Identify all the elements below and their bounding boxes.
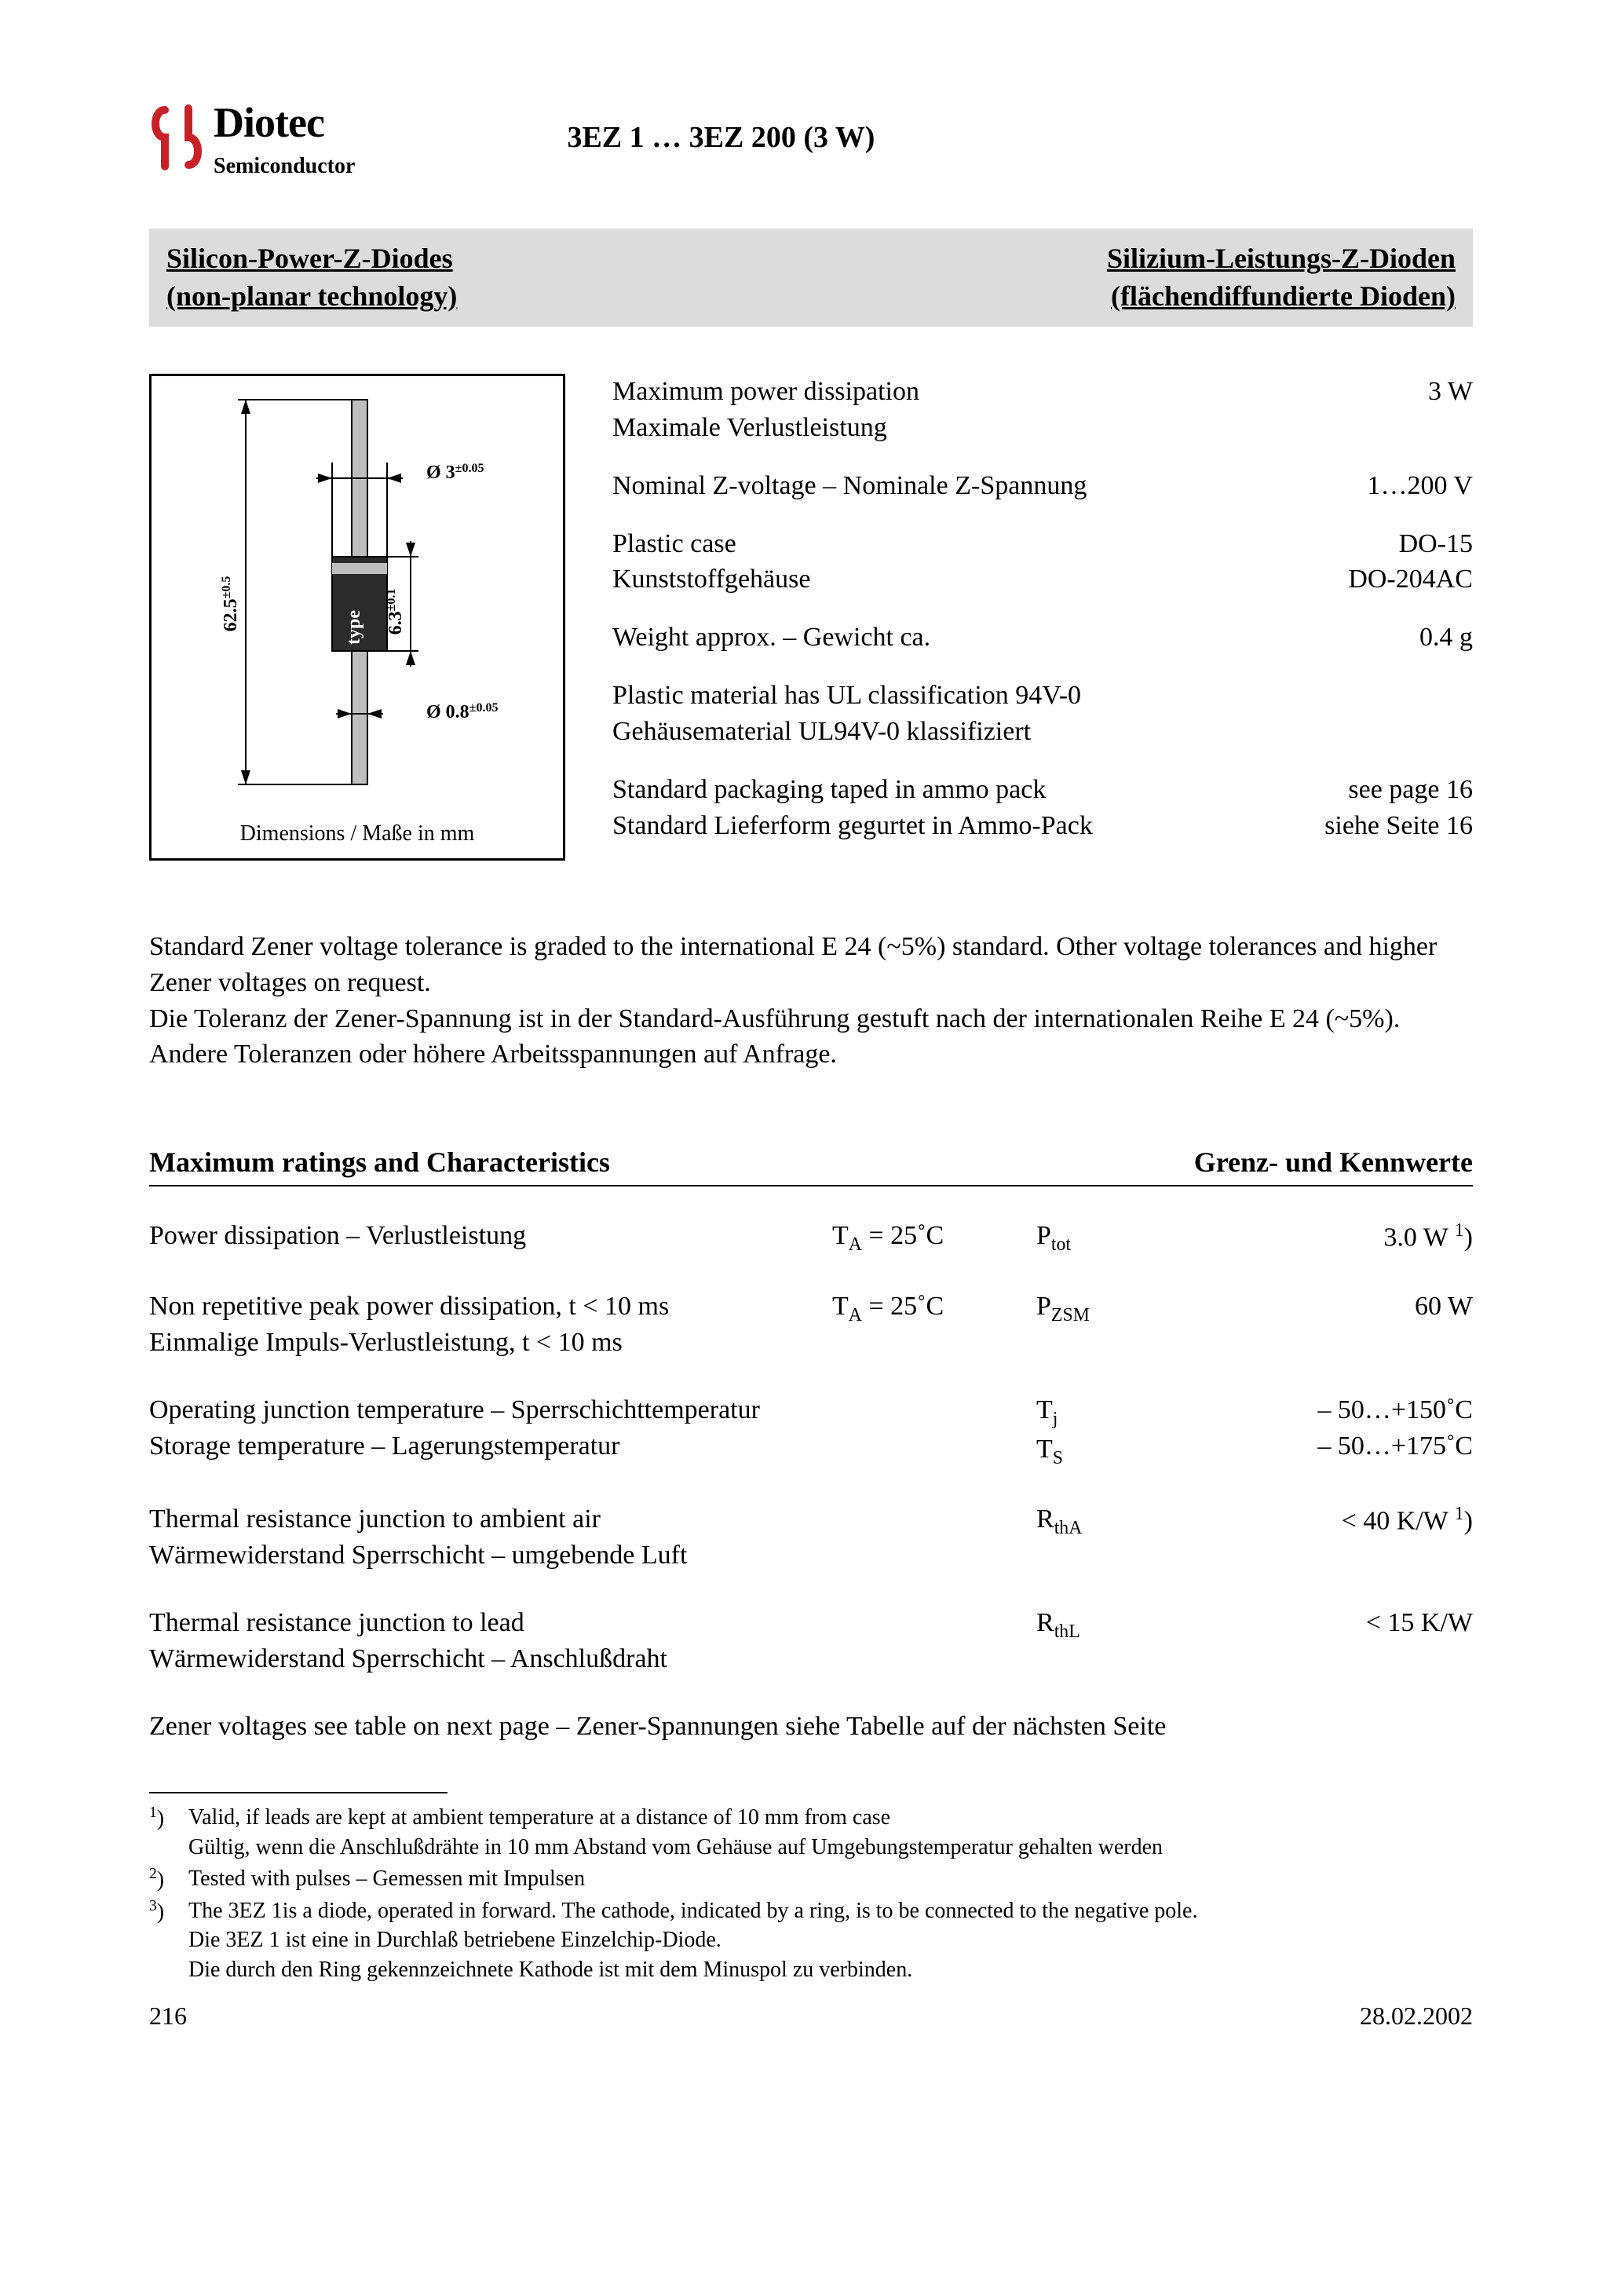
document-title: 3EZ 1 … 3EZ 200 (3 W) <box>567 118 875 158</box>
page-date: 28.02.2002 <box>1360 1999 1473 2033</box>
page-footer: 216 28.02.2002 <box>149 1999 1473 2033</box>
rating-condition <box>832 1392 1036 1471</box>
rating-symbol: Ptot <box>1036 1218 1178 1257</box>
spec-value: DO-15 DO-204AC <box>1348 526 1473 598</box>
spec-value: 0.4 g <box>1419 620 1473 656</box>
spec-label: Nominal Z-voltage – Nominale Z-Spannung <box>612 468 1087 504</box>
spec-value: 3 W <box>1428 374 1473 446</box>
logo-name: Diotec <box>214 94 355 152</box>
rating-condition: TA = 25˚C <box>832 1289 1036 1361</box>
rating-desc: Power dissipation – Verlustleistung <box>149 1218 832 1257</box>
rating-row: Operating junction temperature – Sperrsc… <box>149 1392 1473 1471</box>
subtitle-right: Silizium-Leistungs-Z-Dioden (flächendiff… <box>1107 239 1456 316</box>
svg-text:62.5±0.5: 62.5±0.5 <box>220 576 241 631</box>
rating-row: Thermal resistance junction to leadWärme… <box>149 1605 1473 1677</box>
rating-symbol: TjTS <box>1036 1392 1178 1471</box>
subtitle-left: Silicon-Power-Z-Diodes (non-planar techn… <box>166 239 457 316</box>
footnote-rule <box>149 1792 448 1793</box>
footnote-mark: 2) <box>149 1864 188 1895</box>
rating-condition <box>832 1501 1036 1574</box>
footnote-text: The 3EZ 1is a diode, operated in forward… <box>188 1896 1473 1985</box>
spec-row: Nominal Z-voltage – Nominale Z-Spannung 1… <box>612 468 1473 504</box>
header: Diotec Semiconductor 3EZ 1 … 3EZ 200 (3 … <box>149 94 1473 181</box>
svg-text:Ø 0.8±0.05: Ø 0.8±0.05 <box>426 701 498 722</box>
rating-desc: Thermal resistance junction to ambient a… <box>149 1501 832 1574</box>
rating-symbol: RthA <box>1036 1501 1178 1574</box>
footnotes: 1)Valid, if leads are kept at ambient te… <box>149 1803 1473 1985</box>
footnote: 2)Tested with pulses – Gemessen mit Impu… <box>149 1864 1473 1895</box>
diagram-caption: Dimensions / Maße in mm <box>152 819 563 849</box>
package-diagram: type 62.5±0.5 6.3±0.1 <box>149 374 565 861</box>
spec-row: Standard packaging taped in ammo packSta… <box>612 772 1473 844</box>
subtitle-left-line2: (non-planar technology) <box>166 277 457 316</box>
rating-value: 3.0 W 1) <box>1178 1218 1473 1257</box>
spec-label: Weight approx. – Gewicht ca. <box>612 620 930 656</box>
spec-label: Maximum power dissipationMaximale Verlus… <box>612 374 919 446</box>
footnote-mark: 1) <box>149 1803 188 1863</box>
subtitle-bar: Silicon-Power-Z-Diodes (non-planar techn… <box>149 229 1473 327</box>
tolerance-paragraph: Standard Zener voltage tolerance is grad… <box>149 929 1473 1073</box>
page-number: 216 <box>149 1999 187 2033</box>
rating-value: < 15 K/W <box>1178 1605 1473 1677</box>
footnote-mark: 3) <box>149 1896 188 1985</box>
spec-label: Plastic caseKunststoffgehäuse <box>612 526 810 598</box>
spec-label: Plastic material has UL classification 9… <box>612 678 1081 750</box>
footnote: 1)Valid, if leads are kept at ambient te… <box>149 1803 1473 1863</box>
rating-symbol: PZSM <box>1036 1289 1178 1361</box>
ratings-header-right: Grenz- und Kennwerte <box>1194 1143 1473 1182</box>
svg-text:Ø 3±0.05: Ø 3±0.05 <box>426 462 484 483</box>
rating-row: Thermal resistance junction to ambient a… <box>149 1501 1473 1574</box>
ratings-table: Power dissipation – VerlustleistungTA = … <box>149 1218 1473 1677</box>
logo: Diotec Semiconductor <box>149 94 355 181</box>
rating-value: 60 W <box>1178 1289 1473 1361</box>
rating-condition <box>832 1605 1036 1677</box>
footnote: 3)The 3EZ 1is a diode, operated in forwa… <box>149 1896 1473 1985</box>
svg-text:6.3±0.1: 6.3±0.1 <box>385 588 406 634</box>
diotec-logo-icon <box>149 102 204 173</box>
rating-desc: Operating junction temperature – Sperrsc… <box>149 1392 832 1471</box>
spec-row: Plastic caseKunststoffgehäuse DO-15 DO-20… <box>612 526 1473 598</box>
rating-desc: Non repetitive peak power dissipation, t… <box>149 1289 832 1361</box>
rating-value: < 40 K/W 1) <box>1178 1501 1473 1574</box>
subtitle-left-line1: Silicon-Power-Z-Diodes <box>166 239 457 278</box>
subtitle-right-line1: Silizium-Leistungs-Z-Dioden <box>1107 239 1456 278</box>
spec-row: Weight approx. – Gewicht ca. 0.4 g <box>612 620 1473 656</box>
ratings-header: Maximum ratings and Characteristics Gren… <box>149 1143 1473 1186</box>
spec-value: see page 16 siehe Seite 16 <box>1324 772 1473 844</box>
rating-row: Power dissipation – VerlustleistungTA = … <box>149 1218 1473 1257</box>
rating-condition: TA = 25˚C <box>832 1218 1036 1257</box>
spec-row: Plastic material has UL classification 9… <box>612 678 1473 750</box>
rating-value: – 50…+150˚C– 50…+175˚C <box>1178 1392 1473 1471</box>
svg-text:type: type <box>344 610 364 645</box>
ratings-header-left: Maximum ratings and Characteristics <box>149 1143 610 1182</box>
spec-list: Maximum power dissipationMaximale Verlus… <box>612 374 1473 866</box>
package-drawing-svg: type 62.5±0.5 6.3±0.1 <box>152 376 563 816</box>
rating-desc: Thermal resistance junction to leadWärme… <box>149 1605 832 1677</box>
overview-row: type 62.5±0.5 6.3±0.1 <box>149 374 1473 866</box>
spec-row: Maximum power dissipationMaximale Verlus… <box>612 374 1473 446</box>
subtitle-right-line2: (flächendiffundierte Dioden) <box>1107 277 1456 316</box>
rating-symbol: RthL <box>1036 1605 1178 1677</box>
spec-value: 1…200 V <box>1368 468 1473 504</box>
rating-row: Non repetitive peak power dissipation, t… <box>149 1289 1473 1361</box>
footnote-text: Tested with pulses – Gemessen mit Impuls… <box>188 1864 1473 1895</box>
spec-label: Standard packaging taped in ammo packSta… <box>612 772 1093 844</box>
logo-sub: Semiconductor <box>214 152 355 181</box>
zener-note: Zener voltages see table on next page – … <box>149 1709 1473 1745</box>
footnote-text: Valid, if leads are kept at ambient temp… <box>188 1803 1473 1863</box>
